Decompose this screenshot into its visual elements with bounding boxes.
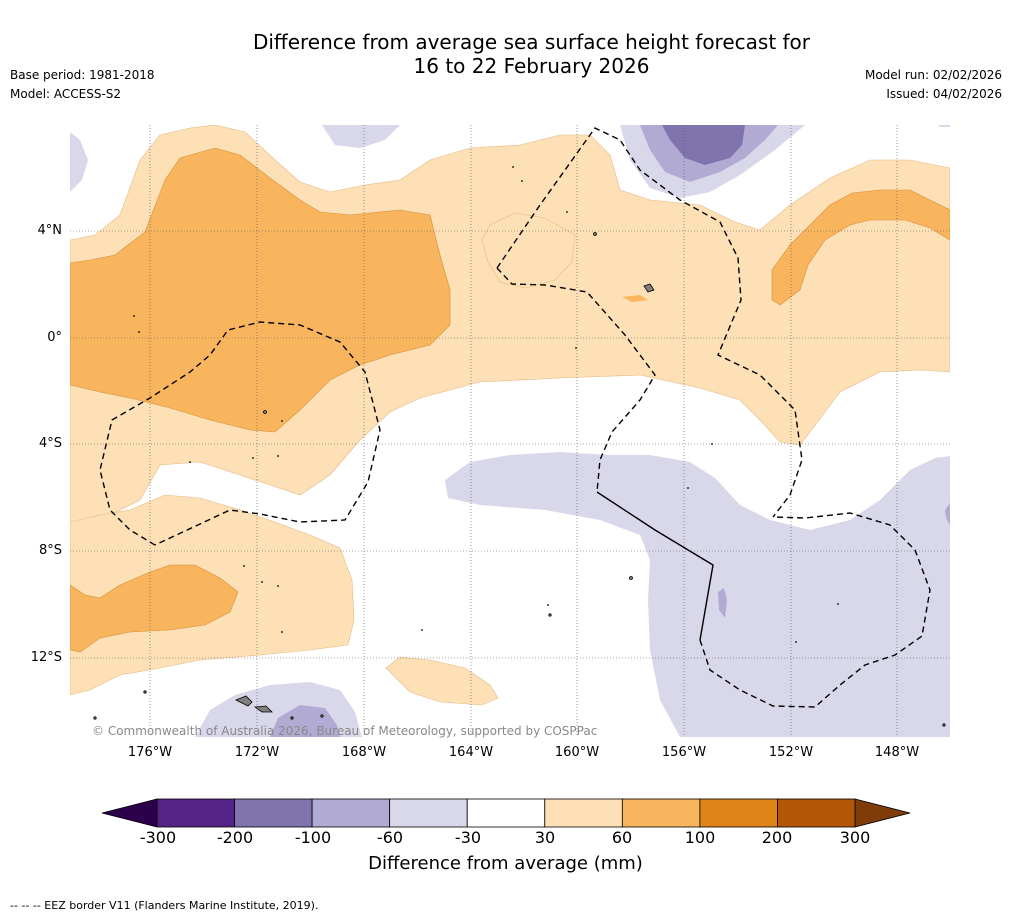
islet	[629, 576, 633, 580]
eez-border-line-islands-south	[496, 267, 656, 493]
copyright-notice: © Commonwealth of Australia 2026, Bureau…	[92, 724, 598, 738]
colorbar-tick: -300	[139, 828, 177, 847]
model-name: Model: ACCESS-S2	[10, 87, 122, 101]
islands	[93, 232, 946, 727]
lat-label-4n: 4°N	[37, 223, 63, 238]
anomaly-pos-60-100-east	[771, 189, 950, 306]
eez-border-cook-islands	[699, 512, 931, 708]
map-area	[70, 125, 950, 737]
colorbar-segment	[621, 798, 701, 828]
colorbar-tick: -30	[454, 828, 482, 847]
anomaly-neg-30-60-west-edge	[70, 132, 88, 192]
lon-label-156w: 156°W	[661, 745, 707, 760]
grid-lines	[70, 125, 950, 737]
lat-label-0: 0°	[47, 330, 62, 345]
islet	[290, 716, 294, 720]
colorbar-segment	[699, 798, 778, 828]
lon-label-152w: 152°W	[768, 745, 814, 760]
meta-left: Base period: 1981-2018 Model: ACCESS-S2	[10, 66, 155, 104]
islet	[942, 723, 946, 727]
anomaly-neg-60-100-islet	[718, 588, 727, 618]
colorbar-tick: 200	[761, 828, 793, 847]
lon-label-164w: 164°W	[448, 745, 494, 760]
colorbar-segment	[234, 798, 313, 828]
colorbar-segment	[156, 798, 235, 828]
anomaly-neg-60-100-south	[270, 705, 340, 737]
colorbar-tick: -200	[216, 828, 254, 847]
islet	[263, 410, 267, 414]
colorbar-label: Difference from average (mm)	[368, 853, 643, 874]
lon-label-176w: 176°W	[127, 745, 173, 760]
lat-label-12s: 12°S	[30, 650, 62, 665]
anomaly-pos-60-100-west	[70, 147, 451, 433]
islet	[548, 613, 552, 617]
anomaly-pos-60-100-islet	[622, 295, 648, 302]
anomaly-neg-100-200-north	[662, 125, 745, 165]
islet	[143, 690, 147, 694]
model-run: Model run: 02/02/2026	[864, 68, 1002, 82]
eez-border-tokelau-samoa	[99, 321, 381, 546]
issued-date: Issued: 04/02/2026	[886, 87, 1002, 101]
colorbar-tick: 100	[684, 828, 716, 847]
title-line-2: 16 to 22 February 2026	[413, 54, 650, 78]
anomaly-neg-30-60-top-right	[938, 125, 950, 127]
lon-label-168w: 168°W	[341, 745, 387, 760]
anomaly-pos-30-60-south-patch	[385, 656, 499, 706]
colorbar-high-extend	[854, 798, 911, 828]
anomaly-neg-30-60-southeast	[445, 452, 950, 737]
colorbar-segment	[466, 798, 546, 828]
colorbar-tick: -100	[294, 828, 332, 847]
colorbar-tick: 60	[611, 828, 633, 847]
base-period: Base period: 1981-2018	[10, 68, 155, 82]
colorbar	[101, 798, 911, 828]
anomaly-neg-30-60-top	[322, 125, 400, 148]
eez-borders	[99, 127, 931, 708]
anomaly-pos-60-100-southwest	[70, 564, 239, 653]
colorbar-segment	[389, 798, 468, 828]
colorbar-tick: 30	[534, 828, 556, 847]
eez-border-line-islands	[496, 127, 803, 518]
colorbar-tick: -60	[376, 828, 404, 847]
islet	[320, 714, 324, 718]
samoa-island-2	[253, 705, 273, 713]
islet	[93, 716, 97, 720]
eez-footnote: -- -- -- EEZ border V11 (Flanders Marine…	[10, 899, 319, 912]
lon-label-148w: 148°W	[874, 745, 920, 760]
eez-border-solid-segment	[596, 491, 714, 641]
samoa-island-1	[235, 695, 253, 707]
lat-label-8s: 8°S	[38, 543, 62, 558]
colorbar-segment	[777, 798, 856, 828]
islet-dots	[133, 166, 839, 643]
kiritimati-island	[643, 283, 655, 293]
colorbar-segments	[156, 798, 856, 828]
lon-label-172w: 172°W	[234, 745, 280, 760]
islet	[593, 232, 597, 236]
lon-label-160w: 160°W	[554, 745, 600, 760]
colorbar-segment	[311, 798, 391, 828]
colorbar-tick: 300	[839, 828, 871, 847]
colorbar-low-extend	[101, 798, 158, 828]
lat-label-4s: 4°S	[38, 436, 62, 451]
map-title: Difference from average sea surface heig…	[0, 30, 1011, 78]
anomaly-neg-60-100-east-edge	[945, 503, 950, 525]
colorbar-segment	[544, 798, 623, 828]
title-line-1: Difference from average sea surface heig…	[252, 30, 811, 54]
meta-right: Model run: 02/02/2026 Issued: 04/02/2026	[865, 66, 1002, 104]
